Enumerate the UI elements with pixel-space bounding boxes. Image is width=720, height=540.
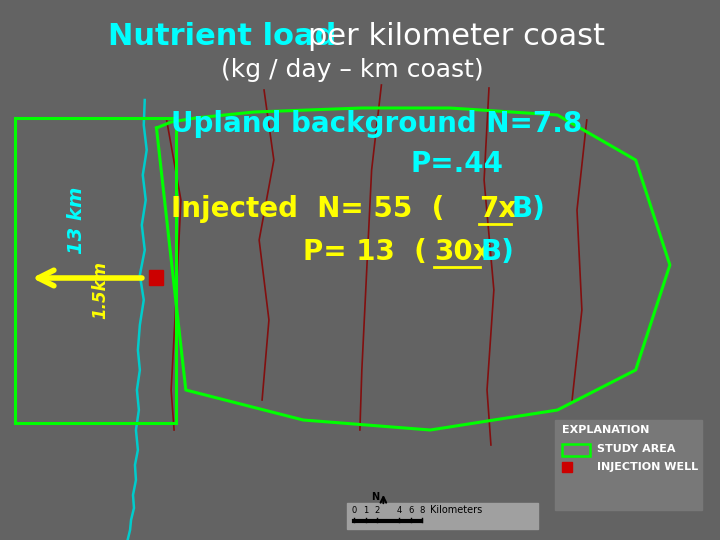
Text: P= 13  (: P= 13 ( [303,238,427,266]
Text: P=.44: P=.44 [410,150,504,178]
Text: B): B) [480,238,514,266]
Text: 8: 8 [420,506,426,515]
Text: Kilometers: Kilometers [431,505,482,515]
Text: B): B) [511,195,545,223]
Text: Nutrient load: Nutrient load [107,22,336,51]
Text: 7x: 7x [480,195,516,223]
Text: 1: 1 [363,506,369,515]
Text: STUDY AREA: STUDY AREA [597,444,675,454]
Text: 30x: 30x [434,238,491,266]
Bar [148,270,163,285]
Text: Upland background N=7.8: Upland background N=7.8 [171,110,582,138]
Text: INJECTION WELL: INJECTION WELL [597,462,698,472]
Text: (kg / day – km coast): (kg / day – km coast) [221,58,483,82]
Text: N: N [372,492,379,502]
Text: 1.5km: 1.5km [91,261,109,319]
Text: 13 km: 13 km [67,186,86,254]
Text: per kilometer coast: per kilometer coast [308,22,605,51]
Text: 4: 4 [397,506,402,515]
Text: 6: 6 [408,506,413,515]
Text: EXPLANATION: EXPLANATION [562,425,649,435]
Bar [347,503,538,529]
Bar [14,118,176,423]
Bar [562,462,572,472]
Bar [555,420,702,510]
Bar [562,444,590,456]
Text: 2: 2 [375,506,380,515]
Text: 0: 0 [351,506,356,515]
Text: Injected  N= 55  (: Injected N= 55 ( [171,195,454,223]
